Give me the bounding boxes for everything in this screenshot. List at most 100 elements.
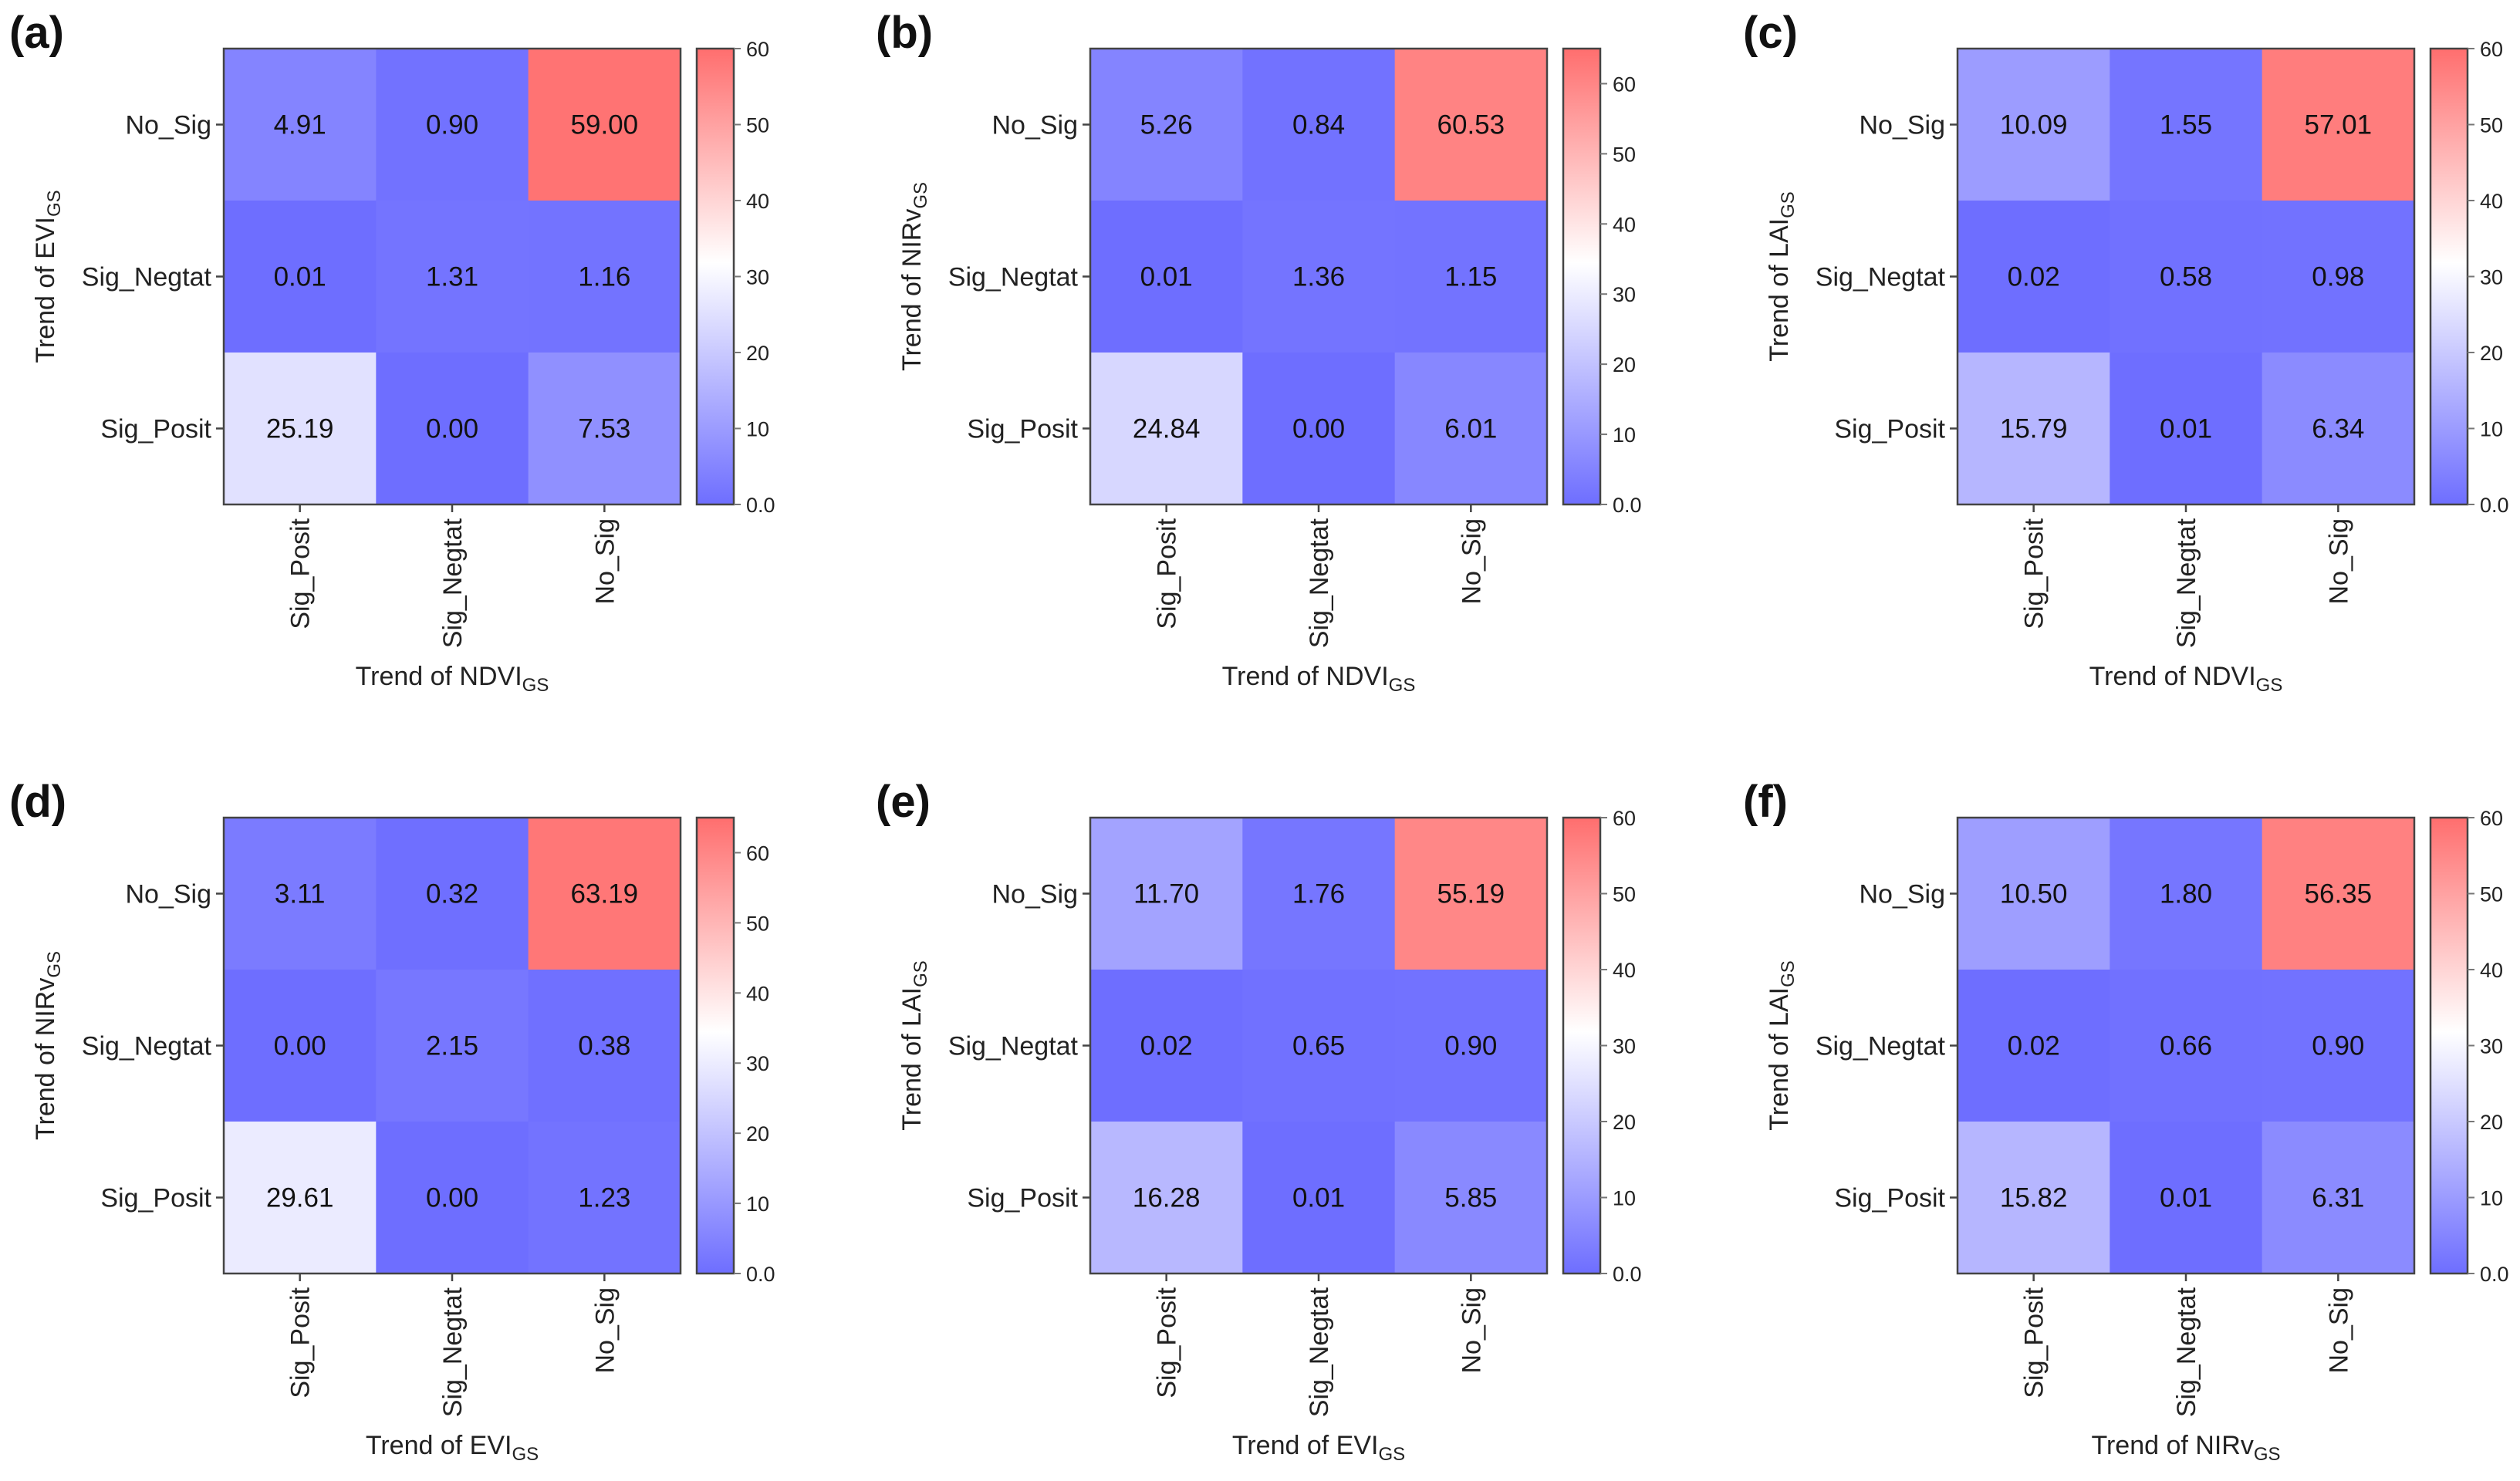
heatmap-cell — [224, 970, 377, 1122]
cell-value: 0.01 — [1140, 262, 1193, 292]
cell-value: 0.38 — [578, 1031, 630, 1061]
cell-value: 4.91 — [274, 110, 326, 140]
colorbar-tick-label: 50 — [746, 114, 769, 137]
cell-value: 10.09 — [2000, 110, 2068, 140]
y-tick-label: Sig_Posit — [967, 415, 1078, 444]
colorbar-tick-label: 50 — [746, 912, 769, 935]
heatmap-cell — [528, 1122, 681, 1274]
y-tick-label: No_Sig — [1859, 111, 1945, 140]
cell-value: 0.98 — [2312, 262, 2364, 292]
colorbar — [2429, 816, 2469, 1275]
panel-label: (a) — [9, 8, 64, 58]
heatmap-cell — [1394, 353, 1548, 505]
x-axis-title: Trend of NDVIGS — [2089, 662, 2283, 696]
x-tick-label: Sig_Negtat — [1305, 518, 1334, 648]
y-tick-label: Sig_Posit — [100, 1184, 211, 1213]
colorbar-tick-label: 20 — [2480, 1111, 2503, 1134]
x-tick-label: Sig_Posit — [2020, 1287, 2049, 1398]
cell-value: 55.19 — [1437, 879, 1505, 909]
heatmap-cell — [1958, 1122, 2110, 1274]
y-axis-title: Trend of EVIGS — [31, 190, 65, 363]
cell-value: 1.15 — [1444, 262, 1497, 292]
y-axis-title: Trend of LAIGS — [1765, 191, 1799, 362]
y-tick-label: No_Sig — [125, 111, 211, 140]
colorbar-tick-label: 10 — [1613, 1187, 1636, 1210]
y-axis-title-subscript: GS — [1778, 960, 1799, 987]
colorbar-tick-label: 30 — [2480, 266, 2503, 289]
cell-value: 0.90 — [2312, 1031, 2364, 1061]
cell-value: 25.19 — [266, 414, 334, 444]
y-tick-label: Sig_Posit — [1834, 415, 1945, 444]
colorbar — [695, 816, 735, 1275]
cell-value: 16.28 — [1133, 1183, 1201, 1213]
heatmap-cell — [1090, 818, 1243, 970]
cell-value: 0.02 — [1140, 1031, 1193, 1061]
cell-value: 0.01 — [274, 262, 326, 292]
x-axis-title-subscript: GS — [2254, 1444, 2281, 1465]
cell-value: 0.01 — [1292, 1183, 1345, 1213]
colorbar-tick-label: 60 — [1613, 73, 1636, 96]
colorbar-tick-label: 40 — [2480, 190, 2503, 213]
colorbar-tick-label: 30 — [1613, 1035, 1636, 1058]
heatmap-cell — [376, 1122, 529, 1274]
colorbar-tick-label: 10 — [1613, 423, 1636, 447]
heatmap-cell — [1242, 353, 1396, 505]
cell-value: 3.11 — [275, 879, 326, 909]
x-axis-title: Trend of NDVIGS — [356, 662, 549, 696]
y-axis-title-subscript: GS — [910, 182, 931, 209]
y-axis-title-subscript: GS — [910, 960, 931, 987]
colorbar-tick-label: 10 — [746, 1193, 769, 1216]
colorbar-tick-label: 30 — [746, 266, 769, 289]
heatmap-cell — [1958, 49, 2110, 201]
cell-value: 6.01 — [1444, 414, 1497, 444]
y-tick-label: Sig_Posit — [967, 1184, 1078, 1213]
x-tick-label: Sig_Negtat — [1305, 1287, 1334, 1417]
colorbar-tick-label: 50 — [1613, 143, 1636, 166]
colorbar-tick-label: 30 — [2480, 1035, 2503, 1058]
y-tick-label: Sig_Negtat — [1816, 263, 1946, 292]
heatmap-cell — [1958, 970, 2110, 1122]
colorbar-tick-label: 20 — [746, 342, 769, 365]
heatmap-cell — [224, 201, 377, 353]
heatmap-cell — [224, 49, 377, 201]
heatmap-panel: (d) 3.11 0.32 63.19 0.00 2.15 0.38 29.61 0.00 1.2… — [9, 777, 775, 1465]
x-tick-label: Sig_Posit — [2020, 518, 2049, 629]
colorbar — [2429, 47, 2469, 506]
x-tick-label: Sig_Negtat — [438, 1287, 468, 1417]
heatmap-cell — [1242, 970, 1396, 1122]
colorbar-tick-label: 0.0 — [2480, 1263, 2509, 1286]
colorbar-tick-label: 20 — [2480, 342, 2503, 365]
heatmap-panel: (a) 4.91 0.90 59.00 0.01 1.31 1.16 25.19 0.00 7.5… — [9, 8, 775, 696]
x-tick-label: No_Sig — [1457, 1287, 1486, 1374]
cell-value: 2.15 — [426, 1031, 478, 1061]
cell-value: 15.79 — [2000, 414, 2068, 444]
colorbar-tick-label: 40 — [1613, 959, 1636, 982]
colorbar-tick-label: 60 — [2480, 38, 2503, 61]
colorbar-tick-label: 10 — [2480, 1187, 2503, 1210]
heatmap-cell — [1958, 818, 2110, 970]
cell-value: 11.70 — [1133, 879, 1199, 909]
heatmap-cell — [1394, 818, 1548, 970]
heatmap-cell — [528, 201, 681, 353]
cell-value: 0.00 — [274, 1031, 326, 1061]
cell-value: 5.26 — [1140, 110, 1193, 140]
heatmap-cell — [1090, 201, 1243, 353]
panel-label: (f) — [1743, 777, 1788, 827]
x-tick-label: Sig_Posit — [286, 1287, 316, 1398]
cell-value: 0.58 — [2160, 262, 2212, 292]
colorbar-tick-label: 0.0 — [2480, 494, 2509, 517]
x-axis-title-main: Trend of EVI — [366, 1431, 512, 1460]
heatmap-cell — [2110, 1122, 2263, 1274]
x-tick-label: Sig_Posit — [1153, 518, 1182, 629]
y-axis-title-main: Trend of NIRv — [31, 978, 60, 1140]
heatmap-cell — [376, 201, 529, 353]
x-axis-title-subscript: GS — [522, 675, 549, 696]
heatmap-cell — [528, 818, 681, 970]
x-tick-label: Sig_Posit — [286, 518, 316, 629]
x-axis-title-main: Trend of EVI — [1232, 1431, 1379, 1460]
colorbar-tick-label: 0.0 — [1613, 494, 1642, 517]
heatmap-cell — [376, 353, 529, 505]
heatmap-cell — [1242, 1122, 1396, 1274]
colorbar-tick-label: 60 — [746, 842, 769, 865]
colorbar-tick-label: 60 — [1613, 807, 1636, 830]
